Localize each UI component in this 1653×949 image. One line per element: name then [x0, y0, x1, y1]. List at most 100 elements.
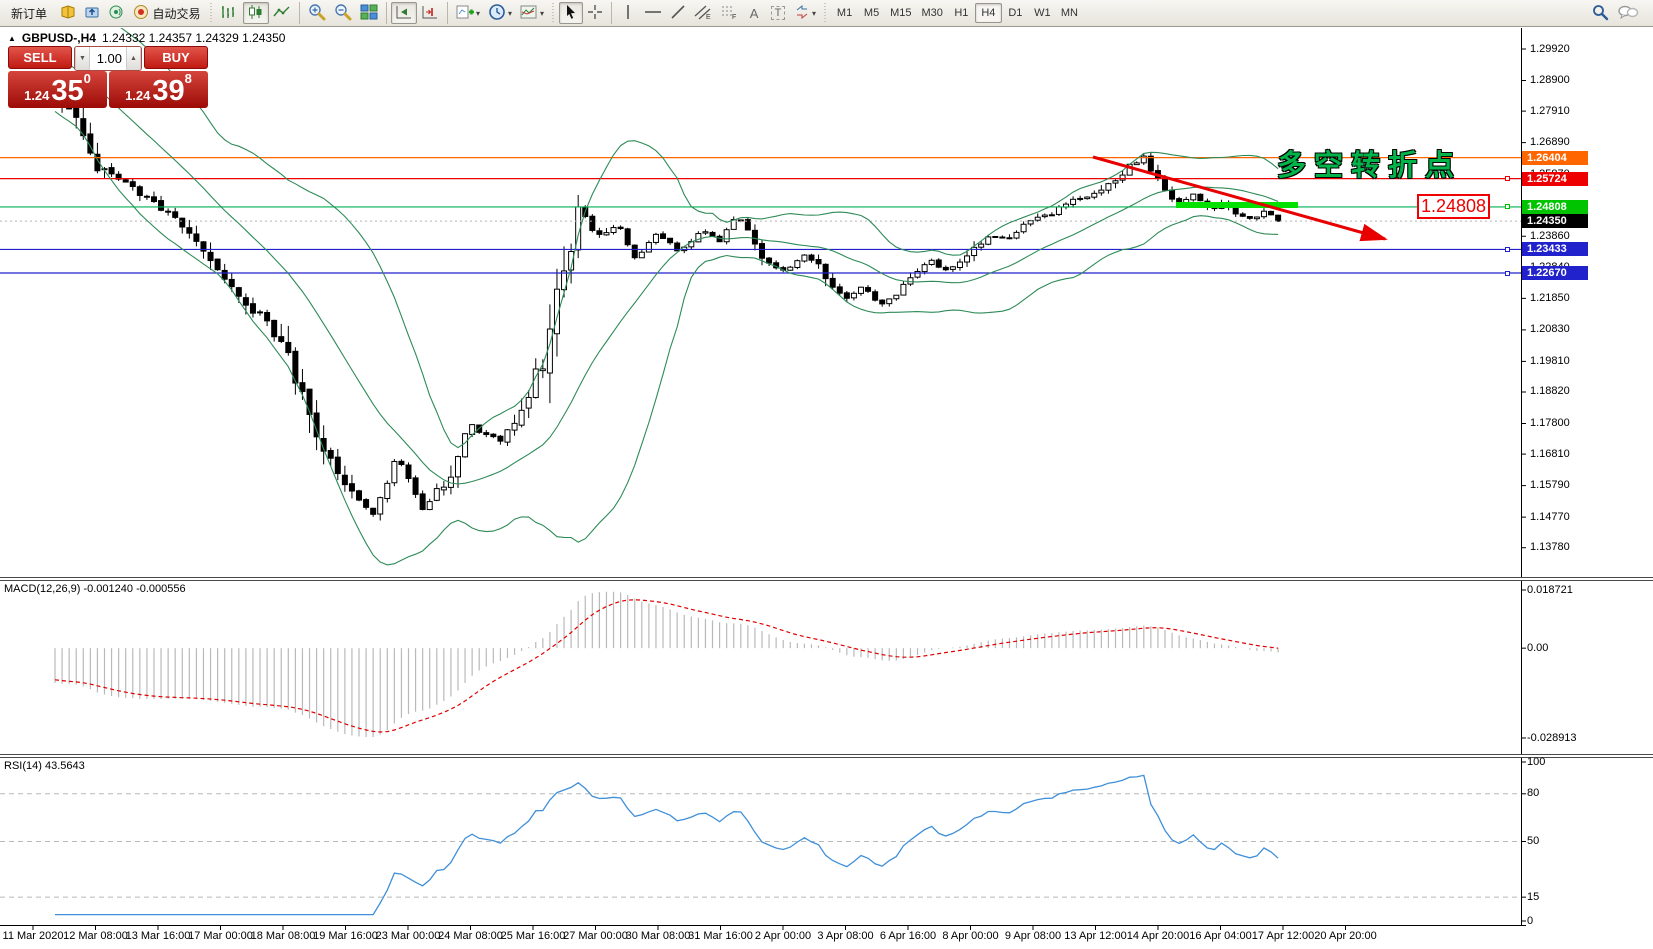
- market-watch-button[interactable]: [56, 2, 80, 24]
- new-order-button[interactable]: 新订单: [2, 2, 56, 24]
- arrow-objects-icon: [794, 4, 810, 23]
- toolbar-grip[interactable]: [551, 3, 557, 23]
- time-axis-label: 31 Mar 16:00: [688, 930, 753, 942]
- auto-trading-button[interactable]: 自动交易: [128, 2, 206, 24]
- buy-button[interactable]: BUY: [144, 46, 208, 69]
- template-icon: [520, 4, 538, 23]
- rsi-axis-label: 100: [1527, 755, 1546, 768]
- time-axis-label: 12 Mar 08:00: [63, 930, 128, 942]
- line-handle[interactable]: [1505, 246, 1510, 252]
- price-callout-box[interactable]: 1.24808: [1417, 194, 1490, 219]
- publish-icon: [84, 4, 100, 23]
- sell-price-base: 1.24: [24, 88, 50, 103]
- zoom-in-button[interactable]: [304, 2, 330, 24]
- timeframe-h4-button[interactable]: H4: [974, 3, 1002, 23]
- auto-scroll-icon: [395, 4, 413, 23]
- trendline-icon: [670, 4, 686, 23]
- volume-stepper: ▼ ▲: [74, 46, 142, 71]
- buy-price[interactable]: 1.24 39 8: [109, 71, 208, 108]
- signal-icon: [108, 4, 124, 23]
- timeframe-h1-button[interactable]: H1: [954, 7, 969, 19]
- pane-separator[interactable]: [0, 754, 1653, 758]
- price-level-tag[interactable]: 1.23433: [1522, 242, 1588, 257]
- timeframe-m1-button[interactable]: M1: [836, 7, 853, 19]
- candlestick-chart-button[interactable]: [243, 2, 269, 24]
- chat-button[interactable]: [1613, 2, 1643, 24]
- collapse-triangle-icon[interactable]: ▲: [8, 33, 16, 43]
- time-axis-label: 16 Apr 04:00: [1189, 930, 1252, 942]
- price-level-tag[interactable]: 1.24808: [1522, 199, 1588, 214]
- signals-button[interactable]: [104, 2, 128, 24]
- crosshair-icon: [587, 4, 603, 23]
- time-axis-label: 17 Apr 12:00: [1251, 930, 1315, 942]
- text-label-tool-button[interactable]: T: [766, 2, 790, 24]
- publish-button[interactable]: [80, 2, 104, 24]
- text-tool-button[interactable]: A: [742, 2, 766, 24]
- zoom-out-button[interactable]: [330, 2, 356, 24]
- main-chart-pane[interactable]: [0, 28, 1521, 577]
- auto-scroll-button[interactable]: [391, 2, 417, 24]
- time-axis-label: 3 Apr 08:00: [817, 930, 874, 942]
- line-handle[interactable]: [1505, 204, 1510, 210]
- price-level-tag[interactable]: 1.22670: [1522, 266, 1588, 281]
- periods-button[interactable]: ▾: [484, 2, 516, 24]
- timeframe-m15-button[interactable]: M15: [890, 7, 912, 19]
- volume-increase-button[interactable]: ▲: [126, 47, 141, 70]
- macd-pane[interactable]: [0, 581, 1521, 753]
- zoom-in-icon: [308, 3, 326, 24]
- volume-input[interactable]: [90, 47, 126, 70]
- line-chart-button[interactable]: [269, 2, 295, 24]
- chart-shift-button[interactable]: [417, 2, 443, 24]
- rsi-axis-label: 15: [1527, 890, 1540, 903]
- tile-windows-button[interactable]: [356, 2, 382, 24]
- tile-windows-icon: [360, 4, 378, 23]
- toolbar-grip[interactable]: [823, 3, 829, 23]
- timeframe-d1-button[interactable]: D1: [1008, 7, 1023, 19]
- toolbar-grip[interactable]: [209, 3, 214, 23]
- time-axis-label: 18 Mar 08:00: [250, 930, 316, 942]
- dropdown-arrow-icon: ▾: [476, 8, 481, 18]
- price-level-tag[interactable]: 1.25724: [1522, 171, 1588, 186]
- price-tick-label: 1.14770: [1530, 510, 1570, 523]
- price-level-tag[interactable]: 1.26404: [1522, 150, 1588, 165]
- channel-tool-button[interactable]: E: [690, 2, 716, 24]
- search-button[interactable]: [1587, 2, 1613, 24]
- current-price-tag: 1.24350: [1522, 214, 1588, 229]
- horizontal-line-tool-button[interactable]: [640, 2, 666, 24]
- dropdown-arrow-icon: ▾: [812, 8, 817, 18]
- timeframe-m5-button[interactable]: M5: [863, 7, 880, 19]
- time-axis-label: 13 Mar 16:00: [125, 930, 191, 942]
- rsi-pane[interactable]: [0, 758, 1521, 924]
- sell-button[interactable]: SELL: [8, 46, 72, 69]
- crosshair-tool-button[interactable]: [583, 2, 607, 24]
- line-handle[interactable]: [1505, 176, 1510, 182]
- sell-price[interactable]: 1.24 35 0: [8, 71, 107, 108]
- bar-chart-button[interactable]: [217, 2, 243, 24]
- price-tick-label: 1.18820: [1530, 385, 1570, 398]
- templates-button[interactable]: ▾: [516, 2, 548, 24]
- fibonacci-tool-button[interactable]: F: [716, 2, 742, 24]
- indicators-button[interactable]: ▾: [452, 2, 484, 24]
- trendline-tool-button[interactable]: [666, 2, 690, 24]
- price-tick-label: 1.16810: [1530, 447, 1570, 460]
- dropdown-arrow-icon: ▾: [540, 8, 545, 18]
- rsi-axis-label: 50: [1527, 835, 1540, 847]
- timeframe-m30-button[interactable]: M30: [921, 7, 943, 19]
- timeframe-mn-button[interactable]: MN: [1060, 7, 1078, 19]
- turning-point-annotation[interactable]: 多空转折点: [1277, 150, 1463, 182]
- macd-label: MACD(12,26,9) -0.001240 -0.000556: [4, 583, 186, 595]
- time-axis-label: 19 Mar 16:00: [313, 930, 378, 942]
- cursor-tool-button[interactable]: [559, 2, 584, 24]
- arrows-tool-button[interactable]: ▾: [790, 2, 820, 24]
- pane-separator[interactable]: [0, 577, 1653, 581]
- time-axis-label: 14 Apr 20:00: [1126, 930, 1190, 942]
- zoom-out-icon: [334, 3, 352, 24]
- timeframe-w1-button[interactable]: W1: [1034, 7, 1051, 19]
- line-handle[interactable]: [1505, 270, 1510, 276]
- vertical-line-tool-button[interactable]: [616, 2, 640, 24]
- volume-decrease-button[interactable]: ▼: [75, 47, 90, 70]
- time-axis-label: 8 Apr 00:00: [942, 930, 999, 942]
- price-tick-label: 1.17800: [1530, 417, 1570, 429]
